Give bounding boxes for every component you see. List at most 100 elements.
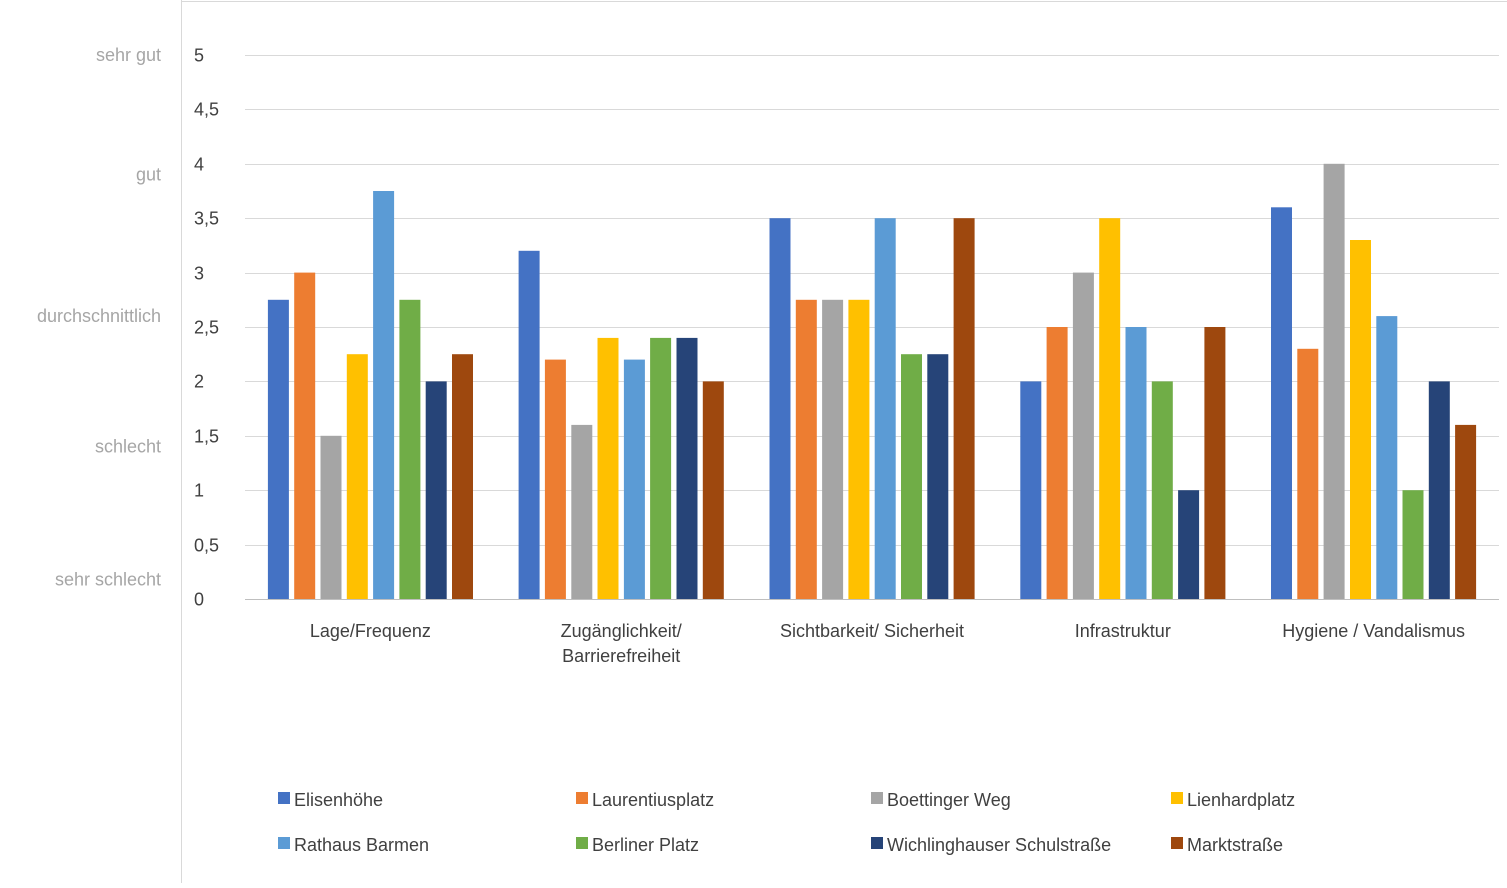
bar	[1046, 327, 1068, 599]
rating-label: sehr gut	[96, 45, 161, 65]
legend-label: Boettinger Weg	[887, 790, 1011, 810]
bar	[399, 299, 421, 599]
bar	[1350, 240, 1371, 599]
y-tick-label: 4	[194, 155, 204, 175]
legend-item: Marktstraße	[1171, 835, 1283, 855]
rating-label: gut	[136, 165, 161, 185]
x-category-label-line: Barrierefreiheit	[562, 646, 680, 666]
y-tick-label: 2	[194, 372, 204, 392]
bar	[1402, 490, 1424, 599]
bar	[597, 337, 619, 599]
x-category-label-line: Sichtbarkeit/ Sicherheit	[780, 621, 964, 641]
bar	[571, 424, 593, 599]
y-axis-tick-labels: 0 0,5 1 1,5 2 2,5 3 3,5 4 4,5 5	[194, 46, 219, 610]
rating-label: durchschnittlich	[37, 306, 161, 326]
bar	[1271, 207, 1292, 600]
bar	[452, 354, 473, 599]
bar	[1455, 424, 1477, 599]
bar	[650, 337, 672, 599]
y-tick-label: 0,5	[194, 536, 219, 556]
bar	[953, 218, 975, 599]
bar-group	[1020, 218, 1226, 599]
x-category-label-line: Zugänglichkeit/	[561, 621, 682, 641]
legend-swatch	[1171, 792, 1183, 804]
bar	[373, 191, 395, 599]
bar	[623, 359, 645, 599]
legend-label: Laurentiusplatz	[592, 790, 714, 810]
bar	[676, 337, 698, 599]
bar	[518, 250, 540, 600]
legend-label: Wichlinghauser Schulstraße	[887, 835, 1111, 855]
x-category-label-line: Hygiene / Vandalismus	[1282, 621, 1465, 641]
x-category-label: Sichtbarkeit/ Sicherheit	[780, 621, 964, 641]
x-category-label: Infrastruktur	[1075, 621, 1171, 641]
y-tick-label: 4,5	[194, 100, 219, 120]
legend-swatch	[871, 837, 883, 849]
bar	[294, 272, 316, 599]
legend-swatch	[278, 792, 290, 804]
x-category-label-line: Infrastruktur	[1075, 621, 1171, 641]
legend-label: Berliner Platz	[592, 835, 699, 855]
legend-swatch	[871, 792, 883, 804]
bar	[822, 299, 844, 599]
bar	[320, 435, 342, 599]
bar	[769, 218, 791, 599]
legend-item: Lienhardplatz	[1171, 790, 1295, 810]
bar	[267, 299, 289, 599]
x-category-label: Hygiene / Vandalismus	[1282, 621, 1465, 641]
bar	[848, 299, 870, 599]
legend-swatch	[278, 837, 290, 849]
legend-item: Wichlinghauser Schulstraße	[871, 835, 1111, 855]
legend-item: Laurentiusplatz	[576, 790, 714, 810]
legend-item: Rathaus Barmen	[278, 835, 429, 855]
bars	[267, 163, 1477, 600]
bar	[1323, 163, 1345, 600]
bar	[1376, 316, 1398, 599]
bar	[1099, 218, 1121, 599]
bar	[874, 218, 896, 599]
bar-group	[267, 191, 473, 599]
y-tick-label: 3,5	[194, 209, 219, 229]
y-tick-label: 1	[194, 481, 204, 501]
bar	[901, 354, 922, 599]
bar	[702, 381, 724, 599]
bar-group	[1271, 163, 1477, 600]
legend-label: Lienhardplatz	[1187, 790, 1295, 810]
bar	[1072, 272, 1094, 599]
legend-item: Elisenhöhe	[278, 790, 383, 810]
bar	[1204, 327, 1226, 599]
bar	[1151, 381, 1173, 599]
bar	[1125, 327, 1147, 599]
bar	[544, 359, 566, 599]
y-tick-label: 3	[194, 264, 204, 284]
bar-group	[769, 218, 975, 599]
bar-group	[518, 250, 724, 600]
y-tick-label: 5	[194, 46, 204, 66]
legend-label: Rathaus Barmen	[294, 835, 429, 855]
x-category-label: Lage/Frequenz	[310, 621, 431, 641]
rating-label: sehr schlecht	[55, 569, 161, 589]
y-tick-label: 0	[194, 590, 204, 610]
legend: Elisenhöhe Laurentiusplatz Boettinger Weg L…	[278, 790, 1295, 855]
bar	[1297, 348, 1319, 599]
bar	[1178, 490, 1200, 599]
legend-item: Berliner Platz	[576, 835, 699, 855]
rating-label: schlecht	[95, 437, 161, 457]
rating-scale-labels: sehr gut gut durchschnittlich schlecht sehr …	[37, 45, 161, 589]
bar	[927, 354, 949, 599]
bar	[346, 354, 368, 599]
y-tick-label: 1,5	[194, 427, 219, 447]
legend-item: Boettinger Weg	[871, 790, 1011, 810]
x-category-label-line: Lage/Frequenz	[310, 621, 431, 641]
y-tick-label: 2,5	[194, 318, 219, 338]
bar	[425, 381, 447, 599]
bar	[1020, 381, 1042, 599]
legend-swatch	[576, 792, 588, 804]
legend-label: Marktstraße	[1187, 835, 1283, 855]
bar	[1428, 381, 1450, 599]
legend-swatch	[1171, 837, 1183, 849]
legend-swatch	[576, 837, 588, 849]
bar	[795, 299, 817, 599]
